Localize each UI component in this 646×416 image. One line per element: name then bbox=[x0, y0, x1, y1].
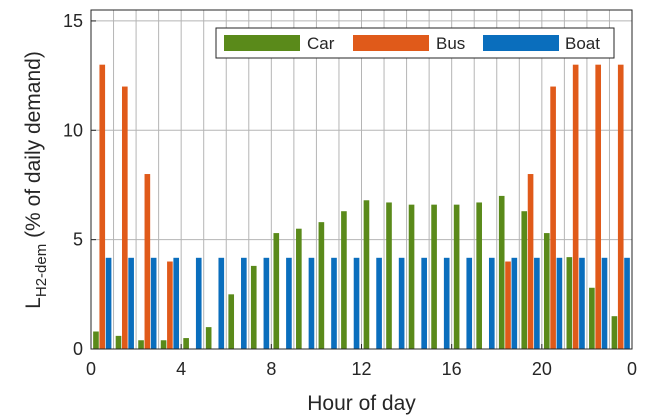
y-tick-label: 5 bbox=[73, 230, 83, 250]
bar-boat bbox=[150, 257, 157, 349]
bar-car bbox=[205, 327, 212, 349]
legend-swatch-bus bbox=[353, 35, 429, 51]
bar-boat bbox=[353, 257, 360, 349]
bar-car bbox=[273, 233, 280, 349]
bar-boat bbox=[624, 257, 630, 349]
grid bbox=[91, 10, 632, 349]
legend-label-boat: Boat bbox=[565, 34, 600, 53]
bar-car bbox=[408, 204, 415, 349]
bar-bus bbox=[527, 174, 534, 349]
bar-boat bbox=[241, 257, 247, 349]
bar-car bbox=[521, 211, 528, 349]
bar-car bbox=[363, 200, 370, 349]
bar-boat bbox=[579, 257, 585, 349]
y-tick-label: 15 bbox=[63, 11, 83, 31]
bar-boat bbox=[601, 257, 608, 349]
bar-bus bbox=[99, 64, 106, 349]
bar-car bbox=[341, 211, 347, 349]
bar-car bbox=[611, 316, 618, 349]
x-tick-label: 0 bbox=[86, 359, 96, 379]
y-axis-label: LH2-dem (% of daily demand) bbox=[22, 51, 50, 309]
y-tick-label: 10 bbox=[63, 120, 83, 140]
x-tick-label: 16 bbox=[442, 359, 462, 379]
bar-boat bbox=[128, 257, 134, 349]
bar-boat bbox=[421, 257, 427, 349]
bar-bus bbox=[617, 64, 624, 349]
bar-boat bbox=[331, 257, 337, 349]
bar-car bbox=[566, 257, 573, 349]
bar-bus bbox=[167, 261, 173, 349]
legend-label-bus: Bus bbox=[436, 34, 465, 53]
y-axis-label-rest: (% of daily demand) bbox=[22, 51, 45, 244]
bar-car bbox=[183, 338, 189, 349]
legend-label-car: Car bbox=[307, 34, 335, 53]
bar-bus bbox=[121, 86, 128, 349]
bar-car bbox=[498, 195, 505, 349]
y-axis-label-subscript: H2-dem bbox=[33, 244, 50, 297]
bar-car bbox=[250, 265, 257, 349]
x-tick-label: 8 bbox=[266, 359, 276, 379]
bars bbox=[93, 64, 630, 349]
bar-car bbox=[115, 335, 122, 349]
bar-boat bbox=[488, 257, 495, 349]
x-axis-label: Hour of day bbox=[307, 392, 416, 415]
bar-boat bbox=[218, 257, 225, 349]
legend: Car Bus Boat bbox=[215, 27, 615, 59]
bar-boat bbox=[173, 257, 180, 349]
bar-bus bbox=[550, 86, 556, 349]
bar-boat bbox=[105, 257, 112, 349]
bar-boat bbox=[443, 257, 450, 349]
bar-bus bbox=[505, 261, 511, 349]
bar-boat bbox=[556, 257, 563, 349]
bar-car bbox=[160, 340, 167, 349]
bar-boat bbox=[534, 257, 540, 349]
bar-boat bbox=[398, 257, 405, 349]
x-tick-label: 0 bbox=[627, 359, 637, 379]
bar-car bbox=[543, 233, 550, 349]
bar-car bbox=[138, 340, 144, 349]
bar-boat bbox=[511, 257, 518, 349]
bar-bus bbox=[144, 174, 151, 349]
bar-car bbox=[93, 331, 99, 349]
bar-car bbox=[228, 294, 235, 349]
y-axis-label-main: L bbox=[22, 297, 45, 309]
bar-car bbox=[476, 202, 482, 349]
x-tick-label: 4 bbox=[176, 359, 186, 379]
bar-bus bbox=[595, 64, 602, 349]
bar-car bbox=[318, 222, 325, 349]
bar-boat bbox=[466, 257, 473, 349]
bar-boat bbox=[263, 257, 270, 349]
bar-car bbox=[386, 202, 392, 349]
bar-bus bbox=[572, 64, 579, 349]
x-tick-label: 20 bbox=[532, 359, 552, 379]
bar-car bbox=[453, 204, 460, 349]
legend-swatch-car bbox=[224, 35, 300, 51]
bar-boat bbox=[195, 257, 202, 349]
bar-car bbox=[589, 287, 595, 349]
bar-car bbox=[296, 228, 302, 349]
x-ticks: 0 4 8 12 16 20 0 bbox=[86, 344, 637, 379]
legend-swatch-boat bbox=[483, 35, 559, 51]
bar-boat bbox=[286, 257, 292, 349]
bar-boat bbox=[376, 257, 382, 349]
bar-car bbox=[431, 204, 437, 349]
y-tick-label: 0 bbox=[73, 339, 83, 359]
bar-boat bbox=[308, 257, 315, 349]
x-tick-label: 12 bbox=[351, 359, 371, 379]
y-ticks: 0 5 10 15 bbox=[63, 11, 96, 359]
